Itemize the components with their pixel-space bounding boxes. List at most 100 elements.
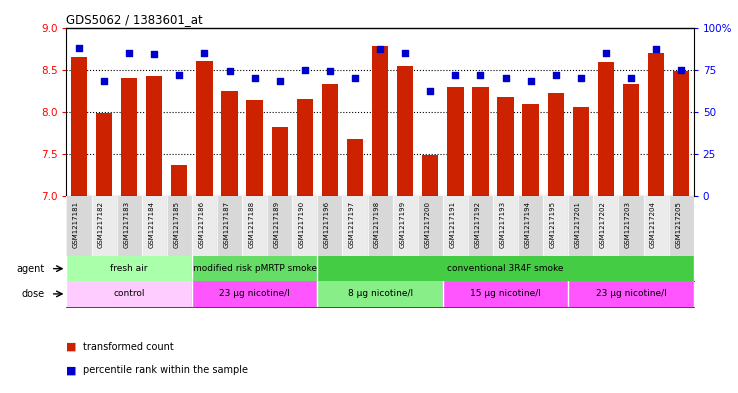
Text: GSM1217200: GSM1217200 [424,201,430,248]
Bar [66,196,92,256]
Point [73,44,85,51]
Point [500,75,511,81]
Bar [593,196,618,256]
Text: GSM1217195: GSM1217195 [550,201,556,248]
Text: GSM1217201: GSM1217201 [575,201,581,248]
Point [324,68,336,74]
Bar [393,196,418,256]
Text: GSM1217204: GSM1217204 [650,201,656,248]
Text: GSM1217187: GSM1217187 [224,201,230,248]
Text: GSM1217184: GSM1217184 [148,201,154,248]
Text: 23 μg nicotine/l: 23 μg nicotine/l [219,289,290,298]
Bar [196,61,213,196]
Bar [443,281,568,307]
Bar [246,100,263,196]
Bar [92,196,117,256]
Bar [573,108,589,196]
Bar [472,87,489,196]
Point [575,75,587,81]
Bar [272,127,288,196]
Bar [317,256,694,281]
Bar [342,196,368,256]
Bar [292,196,317,256]
Point [274,78,286,84]
Bar [117,196,142,256]
Point [525,78,537,84]
Text: ■: ■ [66,365,77,375]
Point [675,66,687,73]
Bar [372,46,388,196]
Text: agent: agent [16,264,44,274]
Point [224,68,235,74]
Text: modified risk pMRTP smoke: modified risk pMRTP smoke [193,264,317,273]
Bar [443,196,468,256]
Text: conventional 3R4F smoke: conventional 3R4F smoke [447,264,564,273]
Bar [192,256,317,281]
Bar [66,256,192,281]
Bar [167,196,192,256]
Bar [669,196,694,256]
Text: GSM1217198: GSM1217198 [374,201,380,248]
Bar [317,281,443,307]
Text: GSM1217196: GSM1217196 [324,201,330,248]
Bar [673,71,689,196]
Point [299,66,311,73]
Text: GSM1217193: GSM1217193 [500,201,506,248]
Bar [322,84,338,196]
Bar [598,62,614,196]
Text: transformed count: transformed count [83,342,173,352]
Point [199,50,210,56]
Bar [518,196,543,256]
Text: 15 μg nicotine/l: 15 μg nicotine/l [470,289,541,298]
Point [475,72,486,78]
Text: GSM1217188: GSM1217188 [249,201,255,248]
Bar [523,104,539,196]
Text: ■: ■ [66,342,77,352]
Bar [347,140,363,196]
Bar [623,84,639,196]
Text: GSM1217182: GSM1217182 [98,201,104,248]
Text: GSM1217205: GSM1217205 [675,201,681,248]
Point [424,88,436,95]
Bar [242,196,267,256]
Bar [142,196,167,256]
Bar [368,196,393,256]
Point [98,78,110,84]
Bar [568,196,593,256]
Bar [297,99,313,196]
Bar [493,196,518,256]
Bar [171,165,187,196]
Text: GSM1217192: GSM1217192 [475,201,480,248]
Bar [217,196,242,256]
Bar [267,196,292,256]
Text: percentile rank within the sample: percentile rank within the sample [83,365,248,375]
Text: GSM1217185: GSM1217185 [173,201,179,248]
Point [349,75,361,81]
Text: GSM1217183: GSM1217183 [123,201,129,248]
Text: GSM1217203: GSM1217203 [625,201,631,248]
Point [600,50,612,56]
Point [625,75,637,81]
Bar [468,196,493,256]
Point [148,51,160,58]
Point [374,46,386,53]
Text: GSM1217189: GSM1217189 [274,201,280,248]
Bar [618,196,644,256]
Bar [397,66,413,196]
Text: GSM1217191: GSM1217191 [449,201,455,248]
Text: GSM1217190: GSM1217190 [299,201,305,248]
Text: dose: dose [21,289,44,299]
Bar [648,53,664,196]
Bar [447,87,463,196]
Bar [221,91,238,196]
Text: GSM1217197: GSM1217197 [349,201,355,248]
Text: GSM1217194: GSM1217194 [525,201,531,248]
Point [550,72,562,78]
Bar [422,156,438,196]
Bar [66,281,192,307]
Bar [497,97,514,196]
Point [249,75,261,81]
Point [123,50,135,56]
Bar [121,78,137,196]
Text: GSM1217202: GSM1217202 [600,201,606,248]
